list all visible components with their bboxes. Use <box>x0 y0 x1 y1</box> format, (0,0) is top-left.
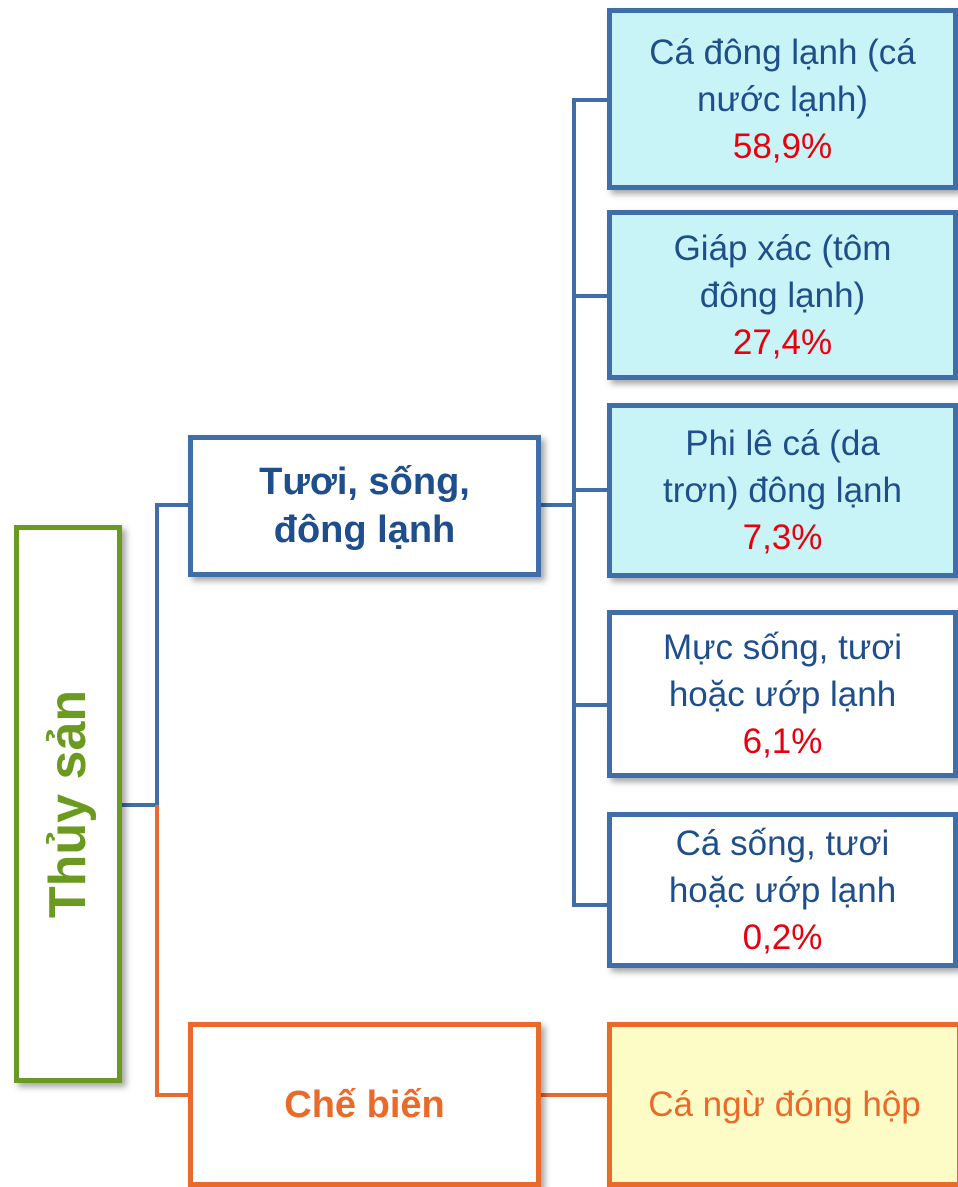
label-line: đông lạnh) <box>699 275 866 315</box>
label-line: Cá đông lạnh (cá <box>649 32 916 72</box>
label-line: Tươi, sống, <box>259 461 470 503</box>
label-line: đông lạnh <box>273 509 456 551</box>
share-label: 58,9% <box>732 126 833 166</box>
label-line: nước lạnh) <box>697 79 868 119</box>
share-label: 7,3% <box>742 518 823 557</box>
label-line: Phi lê cá (da <box>685 424 880 463</box>
share-label: 6,1% <box>742 721 823 761</box>
label-line: Cá ngừ đóng hộp <box>648 1085 921 1124</box>
root-label: Thủy sản <box>39 689 98 919</box>
root-box: Thủy sản <box>14 525 122 1083</box>
connector <box>155 805 188 1097</box>
label-line: hoặc ướp lạnh <box>668 674 897 714</box>
share-label: 27,4% <box>732 322 833 362</box>
item-box: Phi lê cá (da trơn) đông lạnh 7,3% <box>607 403 958 578</box>
item-box: Cá ngừ đóng hộp <box>607 1022 958 1187</box>
item-box: Cá sống, tươi hoặc ướp lạnh 0,2% <box>607 812 958 968</box>
label-line: Chế biến <box>284 1083 445 1126</box>
label-line: Mực sống, tươi <box>662 627 903 667</box>
item-box: Mực sống, tươi hoặc ướp lạnh 6,1% <box>607 610 958 778</box>
branch-box: Tươi, sống, đông lạnh <box>188 435 541 577</box>
connector <box>572 98 607 907</box>
branch-box: Chế biến <box>188 1022 541 1187</box>
label-line: Giáp xác (tôm <box>673 228 892 268</box>
share-label: 0,2% <box>742 917 823 957</box>
connector <box>122 503 188 807</box>
item-box: Giáp xác (tôm đông lạnh) 27,4% <box>607 210 958 380</box>
label-line: trơn) đông lạnh <box>663 471 902 510</box>
label-line: hoặc ướp lạnh <box>668 870 897 910</box>
label-line: Cá sống, tươi <box>675 823 890 863</box>
item-box: Cá đông lạnh (cá nước lạnh) 58,9% <box>607 8 958 190</box>
